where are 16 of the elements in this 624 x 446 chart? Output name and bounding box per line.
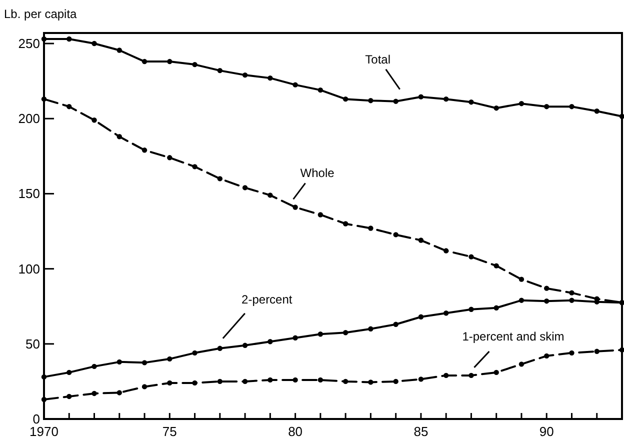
y-tick-label: 100 [18, 261, 40, 276]
text: Whole [300, 166, 335, 180]
y-axis-title: Lb. per capita [4, 7, 78, 21]
x-tick-label: 90 [539, 424, 554, 439]
x-tick-label: 75 [162, 424, 177, 439]
y-tick-label: 150 [18, 186, 40, 202]
y-tick-label: 0 [32, 412, 40, 426]
text: 2-percent [242, 292, 293, 306]
x-tick-label: 1970 [30, 424, 58, 439]
x-tick-label: 80 [288, 424, 303, 439]
text: Total [365, 52, 391, 66]
y-tick-label: 200 [18, 111, 40, 126]
series-label: 1-percent and skim [462, 329, 564, 344]
x-tick-label: 85 [414, 424, 428, 439]
y-tick-label: 250 [18, 36, 40, 52]
y-tick-label: 50 [26, 336, 40, 352]
